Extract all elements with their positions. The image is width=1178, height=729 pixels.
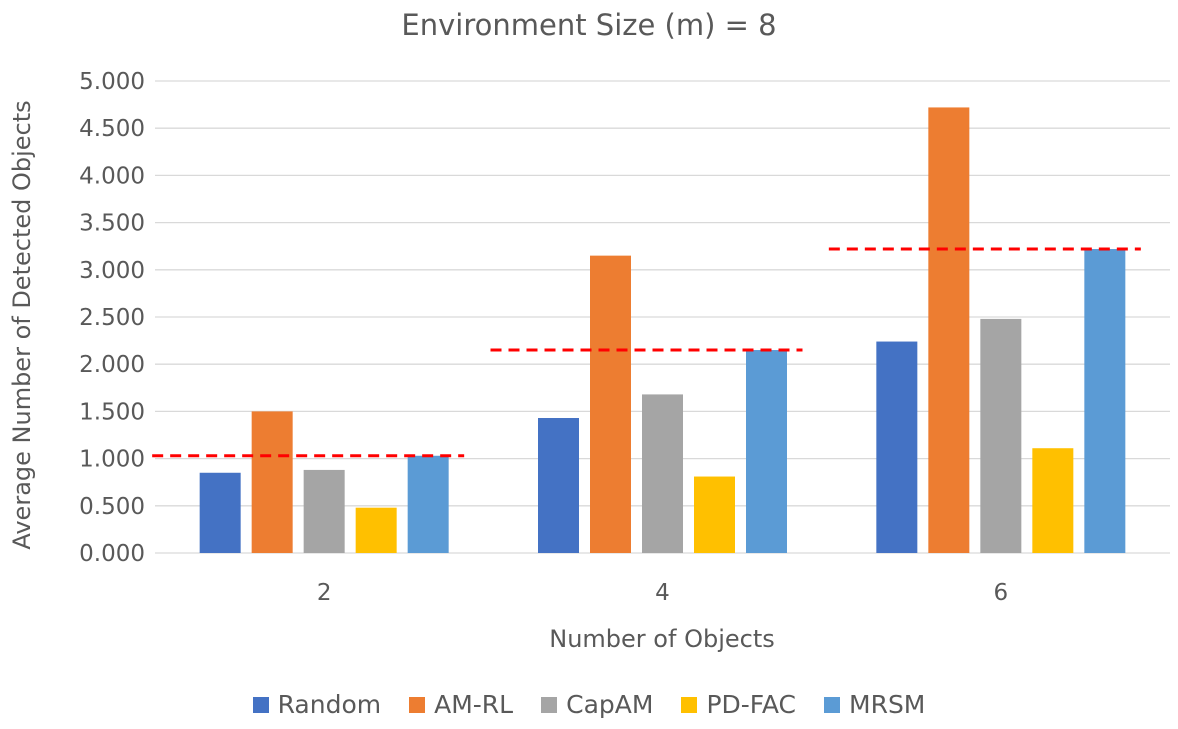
legend-item-am-rl: AM-RL [409,690,513,719]
bar-mrsm-2 [407,455,449,553]
x-tick-label: 6 [994,580,1009,606]
y-tick-label: 1.000 [79,447,145,473]
y-tick-label: 1.500 [79,399,145,425]
bar-am-rl-4 [590,255,631,553]
legend-item-capam: CapAM [541,690,653,719]
bar-pd-fac-2 [355,507,397,553]
y-axis-ticks: 0.000 0.500 1.000 1.500 2.000 2.500 3.000 3.500… [79,69,145,567]
legend-swatch [409,696,426,713]
bar-capam-4 [642,394,683,553]
y-tick-label: 3.000 [79,258,145,284]
legend-swatch [252,696,269,713]
bar-random-6 [876,341,918,553]
y-tick-label: 0.000 [79,541,145,567]
bar-random-4 [538,418,579,553]
legend: Random AM-RL CapAM PD-FAC MRSM [0,690,1178,719]
bar-capam-6 [980,318,1022,553]
legend-label: PD-FAC [706,690,796,719]
y-tick-label: 4.500 [79,116,145,142]
y-tick-label: 4.000 [79,163,145,189]
x-tick-label: 2 [317,580,332,606]
y-tick-label: 0.500 [79,494,145,520]
chart-title: Environment Size (m) = 8 [401,8,777,42]
bar-capam-2 [303,469,345,553]
legend-item-mrsm: MRSM [824,690,925,719]
bars [199,107,1126,554]
x-axis-label: Number of Objects [549,625,774,653]
legend-swatch [824,696,840,713]
bar-pd-fac-4 [694,476,735,553]
y-tick-label: 3.500 [79,211,145,237]
bar-mrsm-4 [746,350,787,553]
y-axis-label: Average Number of Detected Objects [8,100,36,549]
x-axis-ticks: 2 4 6 [317,580,1008,606]
legend-label: AM-RL [434,690,514,719]
legend-label: MRSM [849,690,926,719]
bar-am-rl-2 [251,411,293,553]
legend-label: CapAM [566,690,654,719]
y-tick-label: 2.500 [79,305,145,331]
legend-item-pd-fac: PD-FAC [681,690,796,719]
legend-item-random: Random [252,690,382,719]
legend-swatch [681,696,698,713]
bar-am-rl-6 [928,107,970,553]
reference-lines [152,247,1141,458]
y-tick-label: 2.000 [79,352,145,378]
bar-mrsm-6 [1084,249,1126,554]
x-tick-label: 4 [655,580,670,606]
y-tick-label: 5.000 [79,69,145,95]
legend-label: Random [277,690,382,719]
legend-swatch [541,696,558,713]
bar-pd-fac-6 [1032,448,1074,553]
bar-random-2 [199,472,241,553]
